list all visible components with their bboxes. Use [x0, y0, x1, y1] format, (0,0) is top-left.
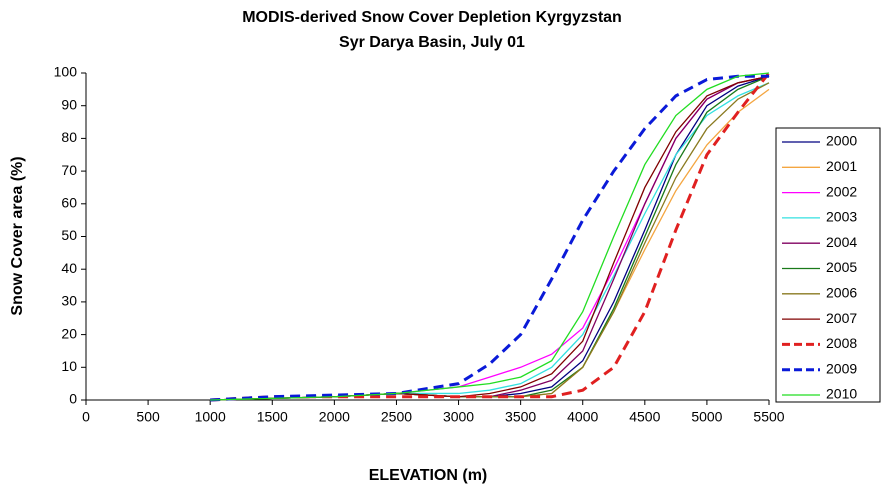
y-tick-label: 0 [69, 391, 77, 407]
y-tick-label: 70 [61, 162, 77, 178]
y-tick-label: 60 [61, 195, 77, 211]
x-tick-label: 2000 [319, 409, 350, 425]
series-line [210, 88, 770, 401]
x-tick-label: 1000 [195, 409, 226, 425]
x-tick-label: 3000 [443, 409, 474, 425]
series-line [210, 82, 770, 401]
x-tick-label: 4500 [629, 409, 660, 425]
y-tick-label: 50 [61, 227, 77, 243]
x-axis-label: ELEVATION (m) [369, 467, 488, 484]
series-line [210, 72, 770, 401]
legend-label: 2005 [826, 259, 857, 275]
series-line [210, 72, 771, 402]
x-tick-label: 5000 [691, 409, 722, 425]
x-tick-label: 3500 [505, 409, 536, 425]
series-line [210, 75, 770, 401]
legend-label: 2003 [826, 209, 857, 225]
y-tick-label: 90 [61, 96, 77, 112]
x-tick-label: 5500 [753, 409, 784, 425]
legend-label: 2006 [826, 285, 857, 301]
x-tick-label: 500 [136, 409, 160, 425]
series-line [210, 75, 770, 401]
x-tick-label: 2500 [381, 409, 412, 425]
chart-title: MODIS-derived Snow Cover Depletion Kyrgy… [242, 9, 622, 26]
series-line [210, 82, 770, 401]
legend-label: 2007 [826, 310, 857, 326]
x-tick-label: 1500 [257, 409, 288, 425]
y-tick-label: 80 [61, 129, 77, 145]
legend-label: 2002 [826, 183, 857, 199]
legend-label: 2010 [826, 386, 857, 402]
chart-subtitle: Syr Darya Basin, July 01 [339, 34, 525, 51]
legend [775, 127, 881, 403]
y-tick-label: 10 [61, 358, 77, 374]
legend-label: 2001 [826, 158, 857, 174]
y-tick-label: 20 [61, 325, 77, 341]
series-line [210, 74, 769, 402]
y-tick-label: 40 [61, 260, 77, 276]
legend-label: 2000 [826, 133, 857, 149]
x-tick-label: 0 [82, 409, 90, 425]
legend-label: 2008 [826, 335, 857, 351]
y-tick-label: 100 [54, 64, 78, 80]
x-tick-label: 4000 [567, 409, 598, 425]
legend-label: 2009 [826, 360, 857, 376]
legend-label: 2004 [826, 234, 857, 250]
y-axis-label: Snow Cover area (%) [9, 156, 26, 315]
series-line [210, 75, 770, 401]
series-line [210, 75, 770, 401]
series-line [210, 75, 770, 401]
y-tick-label: 30 [61, 293, 77, 309]
